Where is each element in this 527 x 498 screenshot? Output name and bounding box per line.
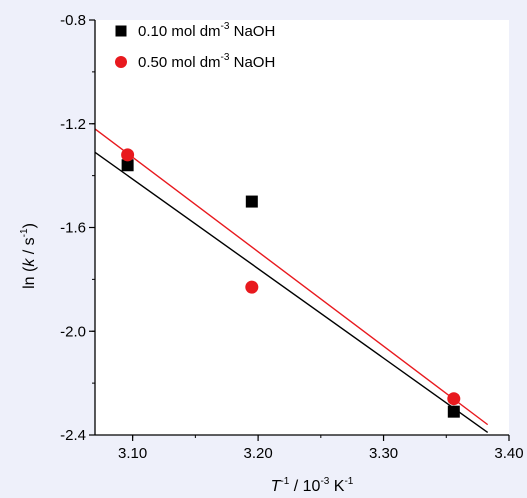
x-tick-label: 3.40 bbox=[494, 445, 523, 462]
fit-line-series-1 bbox=[94, 151, 489, 433]
y-tick-label: -2.0 bbox=[60, 323, 86, 340]
x-tick-label: 3.30 bbox=[369, 445, 398, 462]
legend-marker-series-2 bbox=[115, 56, 127, 68]
data-point-series-1 bbox=[245, 195, 258, 208]
y-tick-label: -1.6 bbox=[60, 220, 86, 237]
data-point-series-2 bbox=[447, 392, 461, 406]
fit-line-series-2 bbox=[94, 128, 489, 426]
legend-label-series-2: 0.50 mol dm-3 NaOH bbox=[138, 52, 275, 71]
data-point-series-1 bbox=[447, 405, 460, 418]
legend-label-series-1: 0.10 mol dm-3 NaOH bbox=[138, 21, 275, 40]
y-tick-label: -1.2 bbox=[60, 116, 86, 133]
data-points bbox=[121, 148, 461, 418]
y-tick-label: -2.4 bbox=[60, 427, 86, 444]
data-point-series-2 bbox=[121, 148, 135, 162]
x-tick-label: 3.10 bbox=[118, 445, 147, 462]
data-point-series-1 bbox=[121, 159, 134, 172]
data-point-series-2 bbox=[245, 280, 259, 294]
plot-area bbox=[95, 20, 509, 435]
x-axis-title: T-1 / 10-3 K-1 bbox=[271, 476, 354, 495]
fit-lines bbox=[94, 128, 489, 433]
y-tick-label: -0.8 bbox=[60, 12, 86, 29]
legend-marker-series-1 bbox=[115, 25, 127, 37]
legend: 0.10 mol dm-3 NaOH 0.50 mol dm-3 NaOH bbox=[115, 21, 275, 71]
y-axis-title: ln (k / s-1) bbox=[19, 223, 38, 289]
x-tick-label: 3.20 bbox=[243, 445, 272, 462]
axes: -0.8 -1.2 -1.6 -2.0 -2.4 3.10 3.20 3.30 3.40 bbox=[60, 12, 523, 462]
plot-background bbox=[95, 20, 509, 435]
